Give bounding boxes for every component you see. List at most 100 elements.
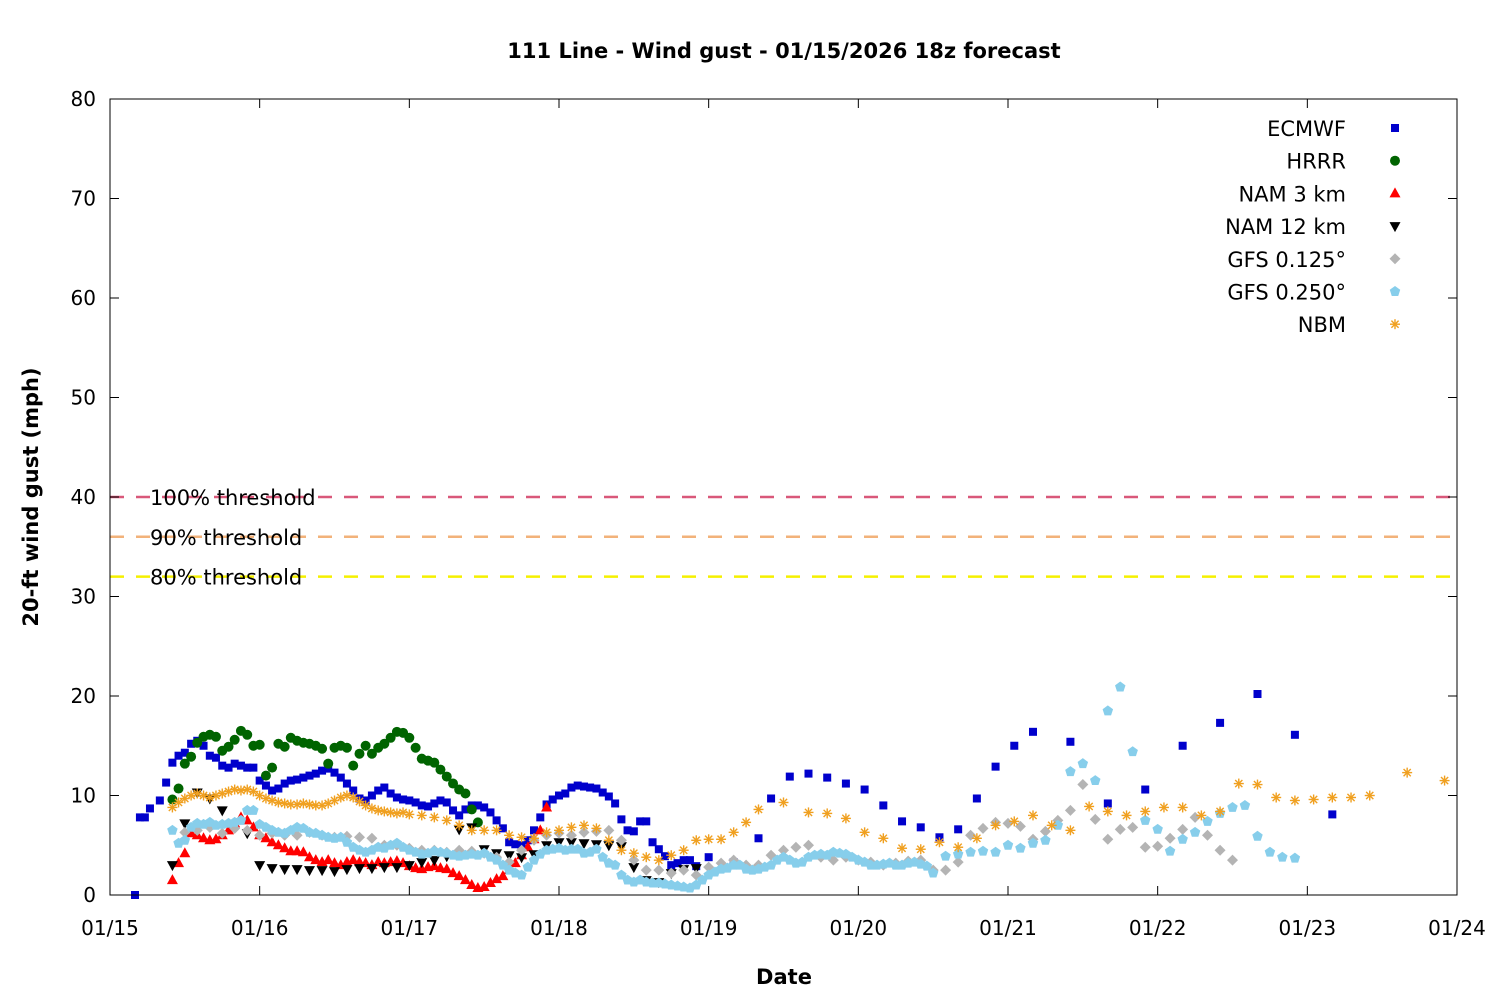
data-point (965, 846, 976, 857)
data-point (248, 804, 259, 815)
data-point (804, 769, 813, 778)
data-point (386, 789, 395, 798)
data-point (1189, 811, 1201, 823)
data-point (616, 845, 627, 856)
data-point (223, 741, 234, 752)
data-point (778, 797, 789, 808)
data-point (591, 843, 602, 854)
data-point (304, 866, 316, 877)
data-point (448, 778, 459, 789)
data-point (1271, 792, 1282, 803)
legend-label: GFS 0.250° (1227, 281, 1346, 305)
data-point (192, 737, 203, 748)
data-point (1252, 779, 1263, 790)
data-point (267, 762, 278, 773)
legend: ECMWF HRRR NAM 3 km NAM 12 km GFS 0.125° GFS … (1225, 117, 1401, 337)
data-point (235, 785, 246, 796)
data-point (1027, 837, 1039, 848)
data-point (1102, 705, 1114, 716)
data-point (268, 786, 277, 795)
data-point (673, 859, 682, 868)
data-point (168, 758, 177, 767)
data-point (611, 799, 620, 808)
data-point (243, 763, 252, 772)
data-point (1077, 779, 1089, 791)
data-point (1090, 775, 1101, 786)
data-point (167, 802, 178, 813)
data-point (404, 732, 415, 743)
legend-label: GFS 0.125° (1227, 248, 1346, 272)
data-point (353, 831, 365, 843)
data-point (449, 806, 458, 815)
data-point (461, 805, 470, 814)
data-point (940, 850, 951, 861)
y-tick-label: 80 (71, 87, 96, 111)
data-point (1178, 741, 1187, 750)
data-point (977, 822, 989, 834)
data-point (565, 838, 577, 849)
data-point (266, 836, 278, 847)
data-point (1252, 830, 1263, 841)
data-point (478, 881, 490, 892)
data-point (354, 748, 365, 759)
data-point (578, 826, 590, 838)
data-point (179, 834, 191, 845)
data-point (447, 867, 459, 878)
data-point (691, 835, 702, 846)
data-point (291, 865, 303, 876)
data-point (972, 794, 981, 803)
data-point (167, 824, 178, 835)
data-point (1227, 801, 1238, 812)
data-point (1027, 810, 1038, 821)
data-point (1089, 813, 1101, 825)
data-point (348, 760, 359, 771)
data-point (898, 817, 907, 826)
data-point (497, 859, 509, 870)
data-point (416, 858, 428, 869)
data-point (279, 842, 291, 853)
data-point (385, 807, 396, 818)
data-point (410, 742, 421, 753)
data-point (654, 845, 663, 854)
data-point (566, 822, 577, 833)
data-point (442, 798, 451, 807)
data-point (1009, 816, 1020, 827)
legend-marker (1389, 286, 1401, 296)
data-point (436, 796, 445, 805)
x-axis-label: Date (756, 965, 812, 989)
chart-title: 111 Line - Wind gust - 01/15/2026 18z fo… (507, 39, 1060, 63)
data-point (1077, 758, 1089, 769)
data-point (466, 825, 477, 836)
data-point (260, 832, 272, 843)
data-point (628, 863, 640, 874)
data-point (210, 731, 221, 742)
data-point (554, 825, 564, 836)
data-point (279, 865, 291, 876)
data-point (266, 864, 278, 875)
data-point (565, 829, 577, 841)
data-point (859, 827, 870, 838)
data-point (1002, 817, 1014, 829)
data-point (140, 813, 149, 822)
data-point (185, 827, 197, 838)
data-point (1289, 852, 1301, 863)
x-tick-label: 01/19 (680, 916, 738, 940)
data-point (927, 867, 939, 878)
data-point (940, 864, 952, 876)
data-point (1102, 833, 1114, 845)
data-point (628, 848, 639, 859)
threshold-lines: 100% threshold 90% threshold 80% threshold (110, 486, 1457, 590)
data-point (454, 820, 465, 831)
y-tick-label: 70 (71, 187, 96, 211)
data-point (367, 791, 376, 800)
data-point (536, 813, 545, 822)
data-point (767, 794, 776, 803)
data-point (640, 864, 652, 876)
data-point (218, 761, 227, 770)
data-point (286, 776, 295, 785)
data-point (578, 820, 589, 831)
data-point (1065, 825, 1076, 836)
series-circle (167, 725, 483, 828)
data-point (523, 836, 532, 845)
